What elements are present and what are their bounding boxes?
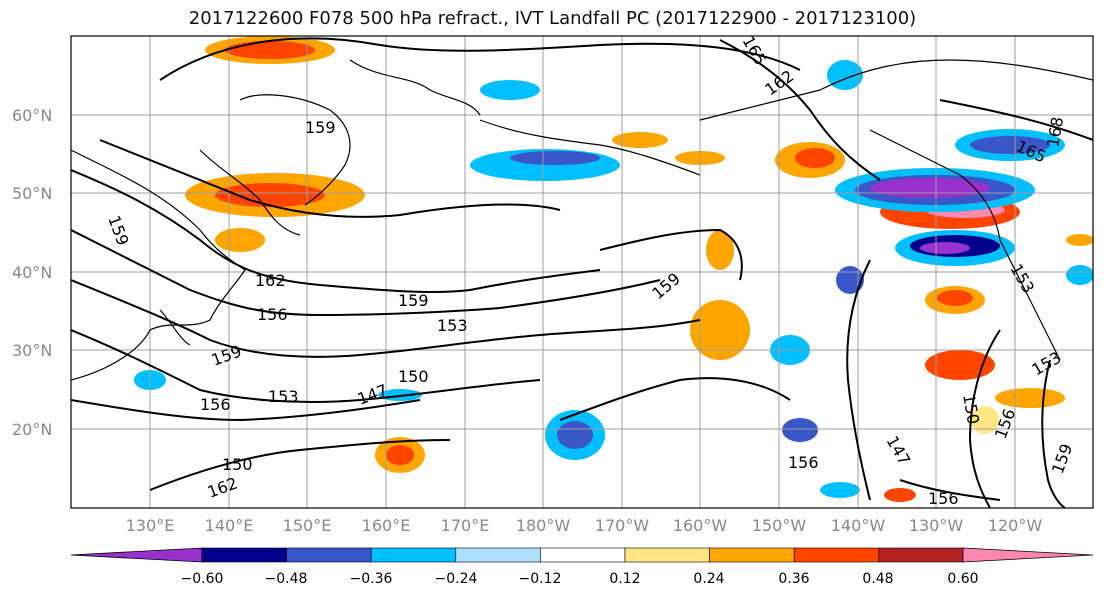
anomaly-patch: [386, 445, 414, 465]
lon-label: 130°E: [126, 516, 175, 535]
lat-label: 20°N: [12, 420, 52, 439]
colorbar-segment: [540, 547, 626, 563]
colorbar-tick-label: 0.48: [862, 571, 893, 587]
lat-label: 40°N: [12, 263, 52, 282]
shaded-anomalies: [134, 36, 1093, 502]
anomaly-patch: [557, 421, 593, 449]
anomaly-patch: [870, 178, 990, 198]
lon-label: 150°E: [283, 516, 332, 535]
colorbar-extend-high: [962, 547, 1094, 563]
contour-label: 159: [305, 118, 336, 137]
contour-label: 156: [257, 305, 288, 324]
lon-label: 180°W: [516, 516, 571, 535]
lon-label: 160°W: [673, 516, 728, 535]
lon-label: 160°E: [362, 516, 411, 535]
anomaly-patch: [612, 132, 668, 148]
contour-label: 156: [928, 489, 959, 508]
colorbar-ticks: −0.60 −0.48 −0.36 −0.24 −0.12 0.12 0.24 …: [181, 571, 979, 587]
colorbar-segment: [878, 547, 964, 563]
lon-label: 130°W: [909, 516, 964, 535]
colorbar-tick-label: −0.12: [519, 571, 562, 587]
colorbar-segment: [455, 547, 541, 563]
anomaly-patch: [970, 136, 1050, 154]
anomaly-patch: [690, 300, 750, 360]
anomaly-patch: [920, 242, 970, 254]
colorbar-tick-label: −0.36: [350, 571, 393, 587]
contour-label: 156: [788, 453, 819, 472]
refractivity-contours: [71, 37, 1093, 508]
colorbar-tick-label: 0.60: [947, 571, 978, 587]
anomaly-patch: [215, 183, 325, 207]
colorbar-tick-label: 0.24: [693, 571, 724, 587]
colorbar-extend-low: [70, 547, 203, 563]
lon-label: 170°E: [441, 516, 490, 535]
map-gridlines: [71, 36, 1093, 508]
anomaly-patch: [510, 151, 600, 165]
lon-label: 150°W: [752, 516, 807, 535]
colorbar-segment: [624, 547, 710, 563]
anomaly-patch: [706, 230, 734, 270]
contour-label: 156: [200, 395, 231, 414]
colorbar-segment: [201, 547, 287, 563]
map-frame: [70, 35, 1094, 509]
contour-label: 150: [222, 455, 253, 474]
lon-label: 140°E: [205, 516, 254, 535]
lon-label: 120°W: [988, 516, 1043, 535]
colorbar-tick-label: −0.48: [265, 571, 308, 587]
anomaly-patch: [971, 406, 999, 434]
coastlines: [71, 59, 1093, 381]
anomaly-patch: [225, 41, 315, 59]
anomaly-patch: [215, 228, 265, 252]
colorbar-segment: [793, 547, 880, 563]
lon-label: 140°W: [831, 516, 886, 535]
anomaly-patch: [782, 418, 818, 442]
anomaly-patch: [836, 266, 864, 294]
colorbar-tick-label: 0.12: [609, 571, 640, 587]
colorbar-tick-label: −0.24: [435, 571, 478, 587]
colorbar-segment: [370, 547, 457, 563]
anomaly-patch: [1066, 265, 1093, 285]
longitude-labels: 130°E 140°E 150°E 160°E 170°E 180°W 170°…: [126, 516, 1043, 535]
anomaly-patch: [1066, 234, 1093, 246]
anomaly-patch: [820, 482, 860, 498]
colorbar-tick-label: −0.60: [181, 571, 224, 587]
anomaly-patch: [937, 290, 973, 306]
lon-label: 170°W: [595, 516, 650, 535]
anomaly-patch: [480, 80, 540, 100]
contour-label: 150: [398, 367, 429, 386]
lat-label: 50°N: [12, 184, 52, 203]
lat-label: 30°N: [12, 341, 52, 360]
latitude-labels: 60°N 50°N 40°N 30°N 20°N: [12, 106, 52, 439]
contour-label: 162: [255, 271, 286, 290]
anomaly-patch: [795, 148, 835, 168]
anomaly-patch: [925, 350, 995, 380]
colorbar-tick-label: 0.36: [778, 571, 809, 587]
contour-label: 159: [398, 291, 429, 310]
anomaly-patch: [995, 388, 1065, 408]
colorbar-segment: [709, 547, 795, 563]
contour-label: 153: [268, 387, 299, 406]
contour-label: 153: [437, 316, 468, 335]
lat-label: 60°N: [12, 106, 52, 125]
colorbar: [70, 547, 1094, 563]
anomaly-patch: [884, 488, 916, 502]
colorbar-segment: [286, 547, 372, 563]
map-title: 2017122600 F078 500 hPa refract., IVT La…: [188, 8, 917, 29]
